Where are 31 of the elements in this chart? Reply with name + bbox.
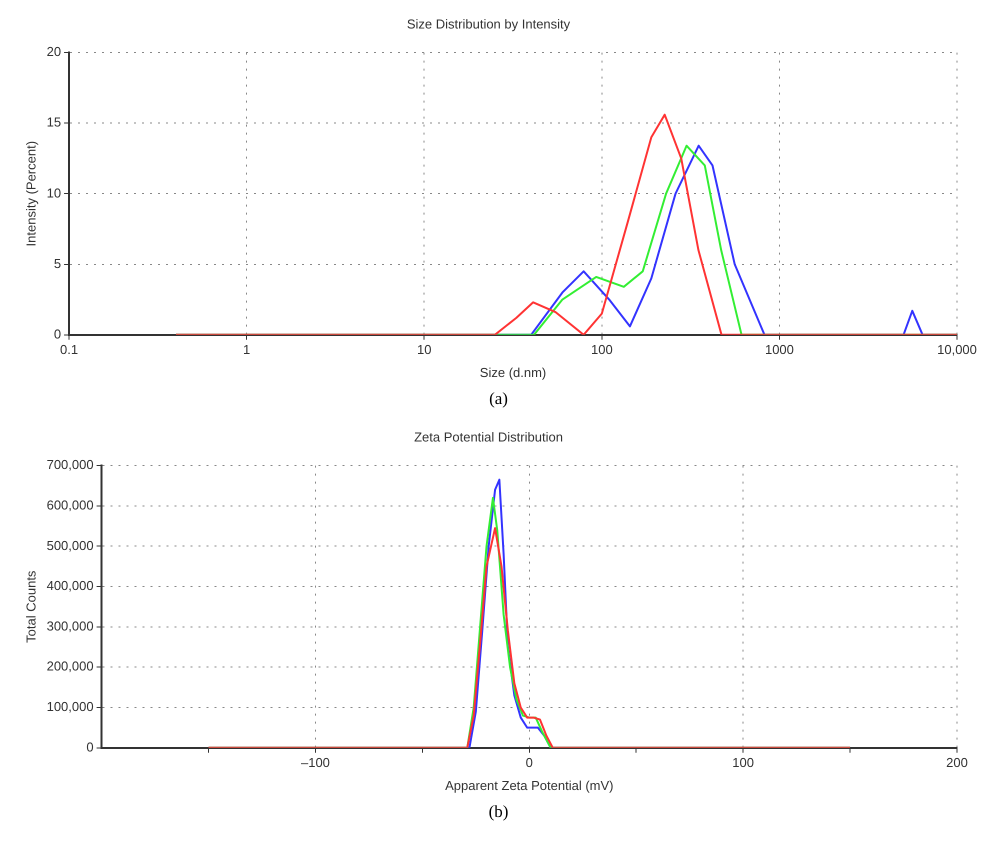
text: (b)	[488, 801, 510, 823]
y-tick-label: 0	[54, 326, 62, 342]
y-tick-label: 700,000	[46, 457, 94, 472]
x-tick-label: 0.1	[60, 342, 78, 358]
x-tick-label: 100	[732, 755, 754, 770]
chart-title: Size Distribution by Intensity	[406, 16, 571, 32]
y-tick-label: 5	[54, 256, 62, 271]
y-axis-title: Intensity (Percent)	[23, 140, 38, 246]
y-tick-label: 600,000	[46, 497, 94, 512]
x-tick-label: 200	[946, 755, 968, 770]
chart-title: Zeta Potential Distribution	[414, 429, 563, 444]
y-tick-label: 100,000	[46, 699, 94, 714]
y-axis-title: Total Counts	[23, 570, 38, 643]
x-tick-label: 1000	[764, 342, 794, 358]
x-axis-title: Size (d.nm)	[480, 364, 546, 380]
y-tick-label: 500,000	[46, 538, 94, 553]
x-axis-title: Apparent Zeta Potential (mV)	[445, 778, 614, 793]
x-tick-label: –100	[300, 755, 330, 770]
y-tick-label: 20	[46, 44, 62, 60]
y-tick-label: 10	[46, 185, 62, 200]
x-tick-label: 10,000	[937, 342, 977, 358]
y-tick-label: 300,000	[46, 618, 94, 634]
x-tick-label: 1	[243, 342, 250, 358]
text: (a)	[488, 388, 509, 410]
y-tick-label: 400,000	[46, 578, 94, 594]
y-tick-label: 200,000	[46, 658, 94, 674]
x-tick-label: 100	[590, 342, 613, 358]
y-tick-label: 15	[46, 114, 62, 130]
x-tick-label: 10	[417, 342, 432, 358]
x-tick-label: 0	[526, 755, 533, 770]
y-tick-label: 0	[86, 739, 94, 754]
